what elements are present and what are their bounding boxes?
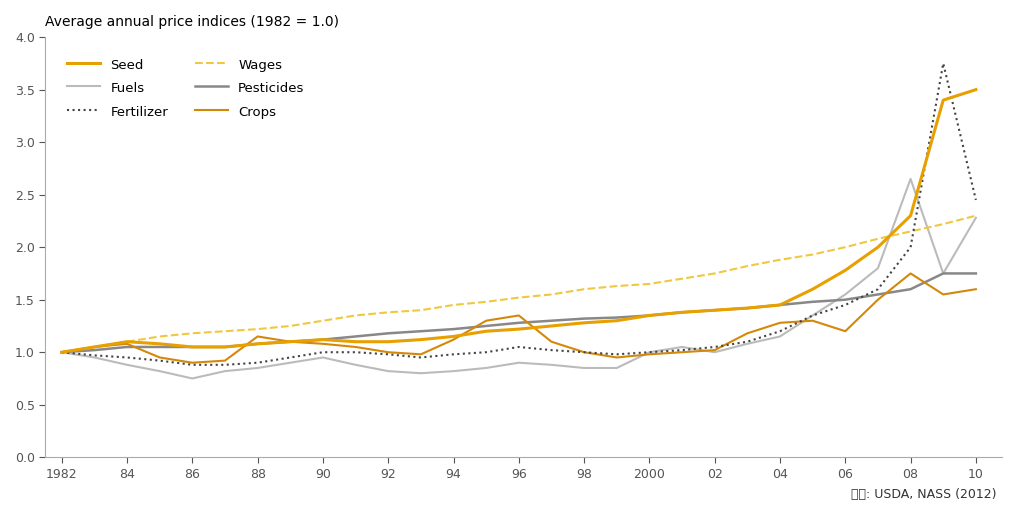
Legend: Seed, Fuels, Fertilizer, Wages, Pesticides, Crops: Seed, Fuels, Fertilizer, Wages, Pesticid… (62, 52, 310, 124)
Text: 자료: USDA, NASS (2012): 자료: USDA, NASS (2012) (851, 488, 997, 501)
Text: Average annual price indices (1982 = 1.0): Average annual price indices (1982 = 1.0… (46, 15, 340, 29)
